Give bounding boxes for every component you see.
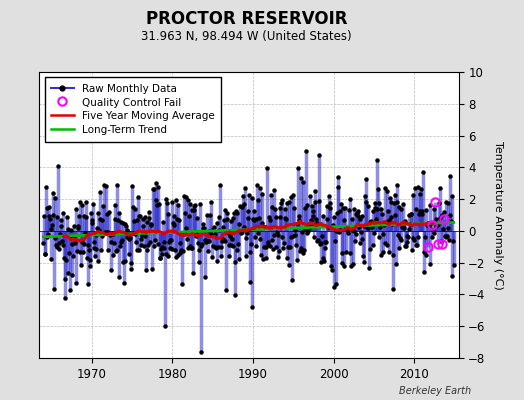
Legend: Raw Monthly Data, Quality Control Fail, Five Year Moving Average, Long-Term Tren: Raw Monthly Data, Quality Control Fail, …	[45, 77, 221, 142]
Text: 31.963 N, 98.494 W (United States): 31.963 N, 98.494 W (United States)	[141, 30, 352, 43]
Text: PROCTOR RESERVOIR: PROCTOR RESERVOIR	[146, 10, 347, 28]
Text: Berkeley Earth: Berkeley Earth	[399, 386, 472, 396]
Y-axis label: Temperature Anomaly (°C): Temperature Anomaly (°C)	[493, 141, 503, 289]
